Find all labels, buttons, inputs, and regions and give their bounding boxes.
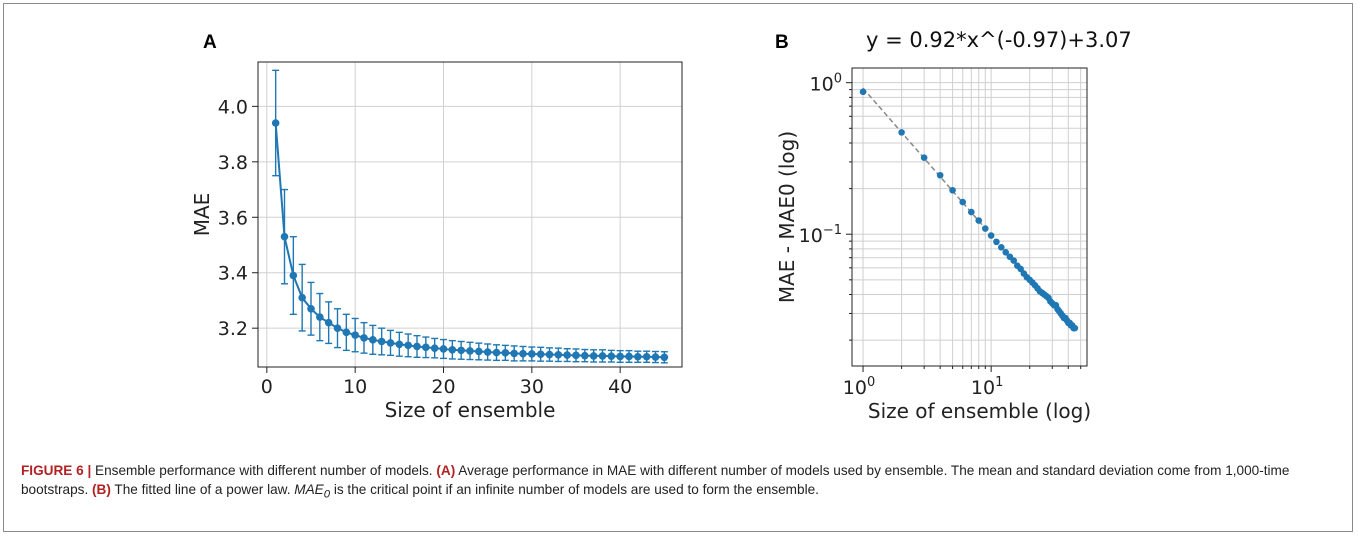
a-data-point (651, 353, 660, 361)
a-data-point (501, 349, 510, 357)
a-data-point (342, 328, 351, 337)
a-data-point (634, 352, 642, 361)
a-data-point (483, 348, 492, 356)
a-ytick-label: 3.6 (218, 207, 248, 229)
b-data-point (1002, 248, 1010, 256)
a-data-point (625, 352, 633, 361)
a-data-point (642, 352, 651, 361)
b-data-point (936, 171, 944, 179)
a-data-point (333, 324, 342, 332)
panel-b-fit-equation: y = 0.92*x^(-0.97)+3.07 (866, 28, 1132, 52)
caption-part-b-1: The fitted line of a power law. (110, 482, 295, 497)
a-xtick-label: 10 (343, 376, 367, 398)
b-ytick-label: 10−1 (799, 223, 842, 247)
a-ytick-label: 4.0 (218, 96, 248, 118)
a-data-point (377, 337, 386, 346)
a-ytick-label: 3.4 (218, 263, 248, 285)
a-data-point (298, 293, 306, 302)
a-data-point (369, 336, 377, 344)
b-data-point (1071, 324, 1079, 332)
a-data-point (607, 352, 616, 360)
caption-part-b-2: is the critical point if an infinite num… (330, 482, 819, 497)
b-data-point (920, 154, 928, 161)
a-data-point (660, 353, 669, 362)
b-data-point (968, 208, 975, 216)
a-data-point (307, 304, 315, 313)
caption-marker-b: (B) (92, 482, 111, 497)
a-data-point (492, 348, 501, 357)
a-data-point (581, 351, 589, 360)
caption-label: FIGURE 6 | (21, 463, 92, 478)
a-data-point (457, 346, 465, 355)
chart-b: 100 101 100 10−1 Size of ensemble (log) MAE -… (775, 67, 1091, 423)
b-x-axis-label: Size of ensemble (log) (868, 399, 1091, 423)
caption-intro: Ensemble performance with different numb… (91, 463, 437, 478)
a-data-point (448, 346, 457, 354)
a-data-point (404, 341, 412, 350)
caption-mae0: MAE0 (294, 482, 331, 501)
b-data-point (1010, 257, 1018, 264)
a-series-line (274, 122, 665, 359)
a-data-point (360, 334, 368, 342)
a-data-point (395, 340, 404, 349)
b-data-point (997, 243, 1005, 251)
caption-part-a: Average performance in MAE with differen… (21, 463, 1290, 497)
a-data-point (572, 351, 580, 360)
a-data-point (413, 342, 421, 351)
a-data-point (316, 313, 324, 321)
b-xtick-label: 100 (843, 375, 875, 399)
a-data-point (589, 352, 598, 360)
a-xtick-label: 0 (261, 376, 273, 398)
a-ytick-label: 3.2 (218, 318, 248, 340)
a-y-axis-label: MAE (190, 193, 214, 237)
panel-b-letter: B (775, 32, 789, 53)
a-data-point (386, 339, 395, 347)
a-data-point (616, 352, 624, 361)
chart-a: 0 10 20 30 40 3.2 3.4 3.6 3.8 4.0 Size of ensemble… (190, 61, 683, 422)
a-data-point (510, 349, 518, 358)
caption-marker-a: (A) (436, 463, 456, 478)
b-data-point (993, 238, 1000, 246)
a-data-point (519, 349, 527, 358)
b-data-point (949, 186, 956, 194)
b-data-point (959, 198, 967, 206)
figure-charts: 0 10 20 30 40 3.2 3.4 3.6 3.8 4.0 Size of ensemble… (190, 61, 1091, 423)
b-plot-frame (851, 67, 1088, 367)
a-data-point (466, 347, 474, 355)
a-data-point (439, 345, 448, 353)
a-data-point (422, 343, 430, 352)
b-data-point (859, 88, 867, 96)
a-data-point (536, 350, 545, 359)
a-data-point (528, 350, 536, 358)
a-data-point (475, 347, 483, 356)
b-data-point (1017, 265, 1024, 273)
a-xtick-label: 30 (520, 376, 544, 398)
a-data-point (563, 351, 571, 359)
a-data-point (324, 318, 333, 327)
b-y-axis-label: MAE - MAE0 (log) (775, 131, 799, 303)
a-data-point (351, 331, 359, 339)
a-plot-frame (257, 61, 683, 368)
a-data-point (271, 119, 280, 127)
a-data-point (598, 352, 607, 360)
a-x-axis-label: Size of ensemble (385, 398, 556, 422)
a-xtick-label: 20 (431, 376, 455, 398)
b-data-point (981, 225, 989, 232)
a-data-point (545, 350, 554, 359)
figure-caption: FIGURE 6 | Ensemble performance with dif… (21, 461, 1339, 505)
a-data-point (280, 232, 289, 241)
a-data-point (289, 271, 298, 280)
panel-a-letter: A (203, 32, 217, 53)
b-data-point (898, 129, 905, 136)
a-data-point (554, 351, 563, 359)
a-data-point (430, 344, 439, 352)
b-data-point (987, 232, 995, 239)
a-ytick-label: 3.8 (218, 152, 248, 174)
b-xtick-label: 101 (971, 375, 1003, 399)
figure-frame (3, 3, 1353, 532)
b-ytick-label: 100 (810, 72, 842, 96)
b-data-point (975, 217, 983, 224)
a-xtick-label: 40 (608, 376, 632, 398)
